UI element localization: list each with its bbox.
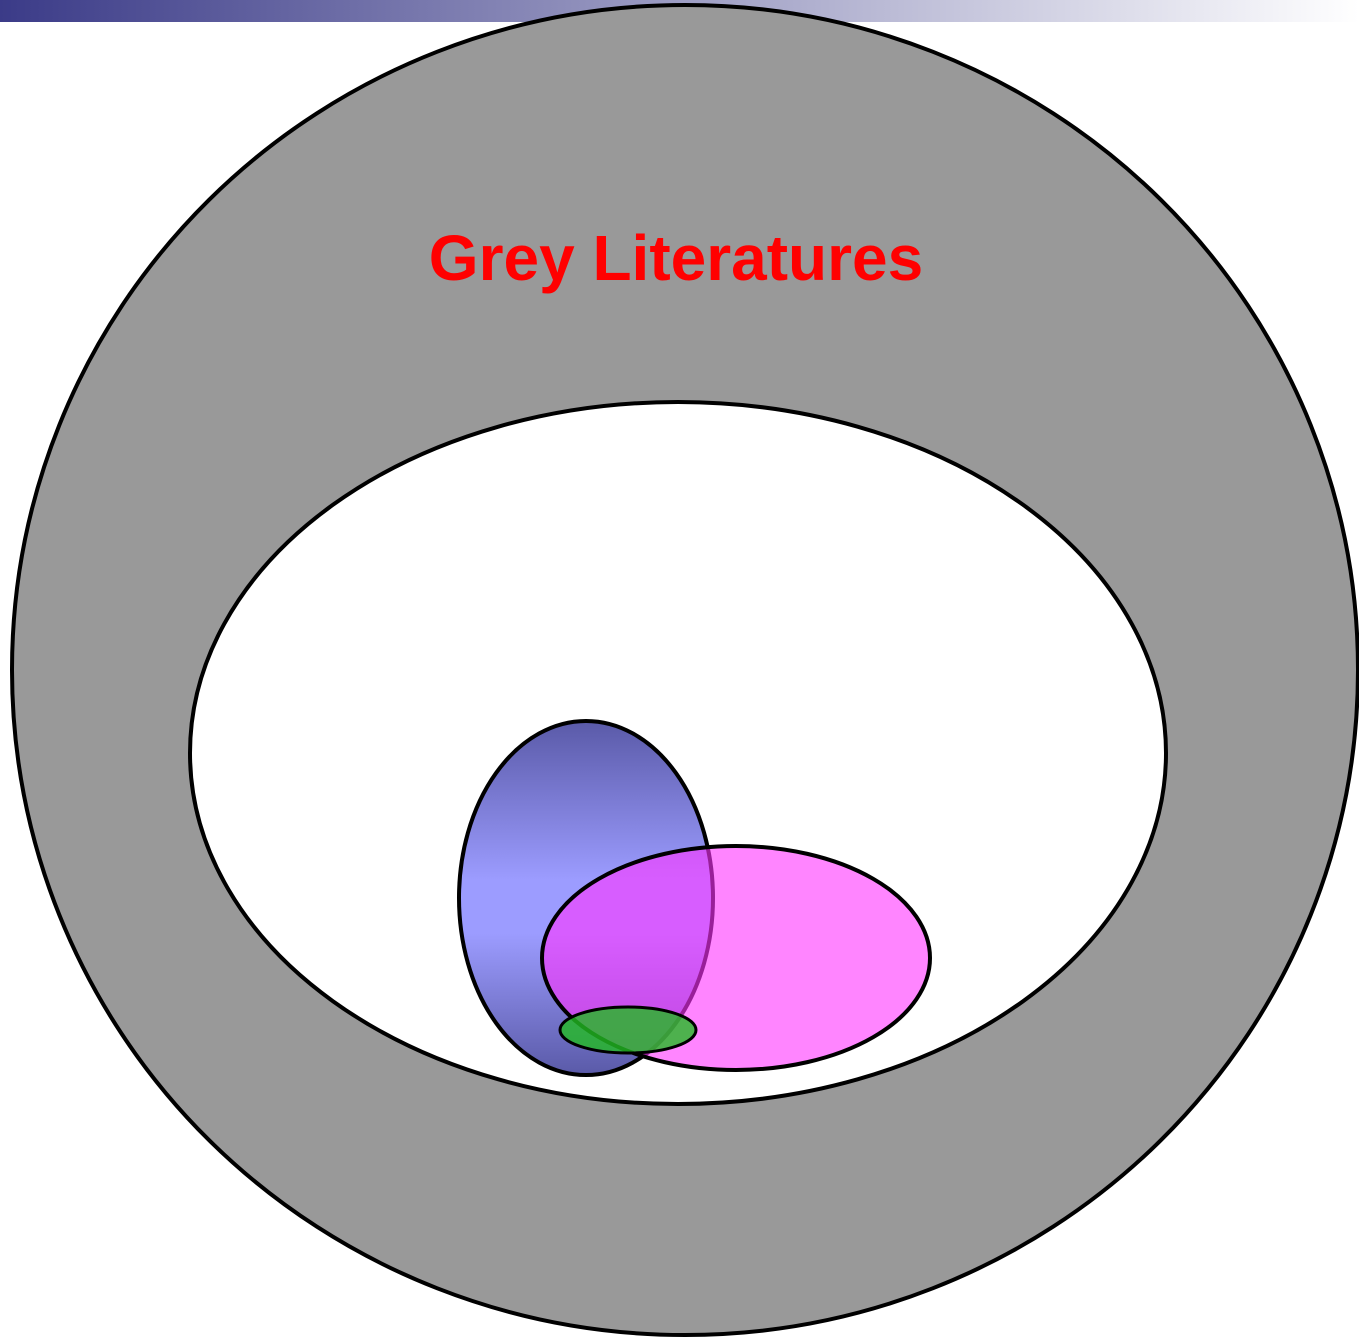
title: Grey Literatures bbox=[429, 222, 923, 294]
green-ellipse bbox=[558, 1005, 698, 1055]
